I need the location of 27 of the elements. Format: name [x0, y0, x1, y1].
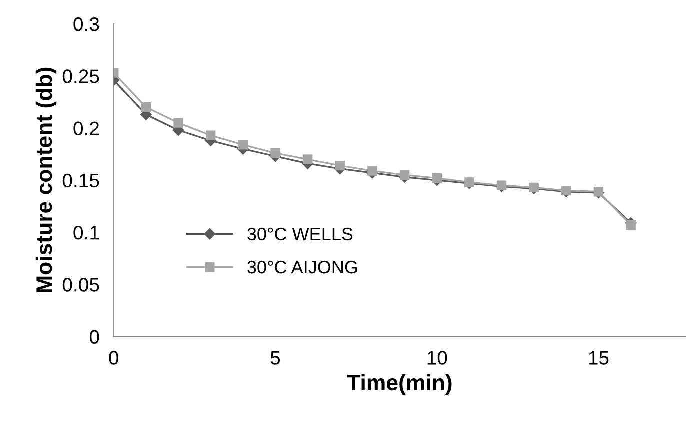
- x-tick-label: 15: [589, 351, 609, 365]
- y-tick-label: 0.3: [74, 17, 100, 32]
- x-tick-label: 5: [270, 351, 280, 365]
- y-tick-label: 0.1: [74, 226, 100, 240]
- point: [206, 130, 216, 140]
- point: [270, 148, 280, 158]
- x-tick-label: 0: [109, 351, 119, 365]
- y-tick-label: 0.05: [62, 278, 100, 292]
- x-tick-label: 10: [428, 351, 448, 365]
- point: [496, 180, 507, 190]
- y-tick-label: 0.25: [62, 70, 100, 84]
- y-axis-title: Moisture content (db): [36, 68, 57, 292]
- legend-label: 30°C WELLS: [248, 228, 353, 241]
- point: [174, 118, 184, 128]
- point: [626, 220, 636, 230]
- point: [238, 140, 248, 150]
- x-axis-title: Time(min): [347, 374, 452, 396]
- legend-label: 30°C AIJONG: [248, 260, 358, 274]
- point: [141, 102, 152, 112]
- point: [432, 173, 442, 184]
- y-tick-label: 0.15: [62, 174, 100, 188]
- point: [400, 170, 410, 180]
- point: [335, 160, 345, 171]
- point: [368, 166, 378, 176]
- point: [302, 154, 313, 164]
- y-tick-label: 0: [90, 330, 100, 344]
- y-tick-label: 0.2: [74, 122, 100, 136]
